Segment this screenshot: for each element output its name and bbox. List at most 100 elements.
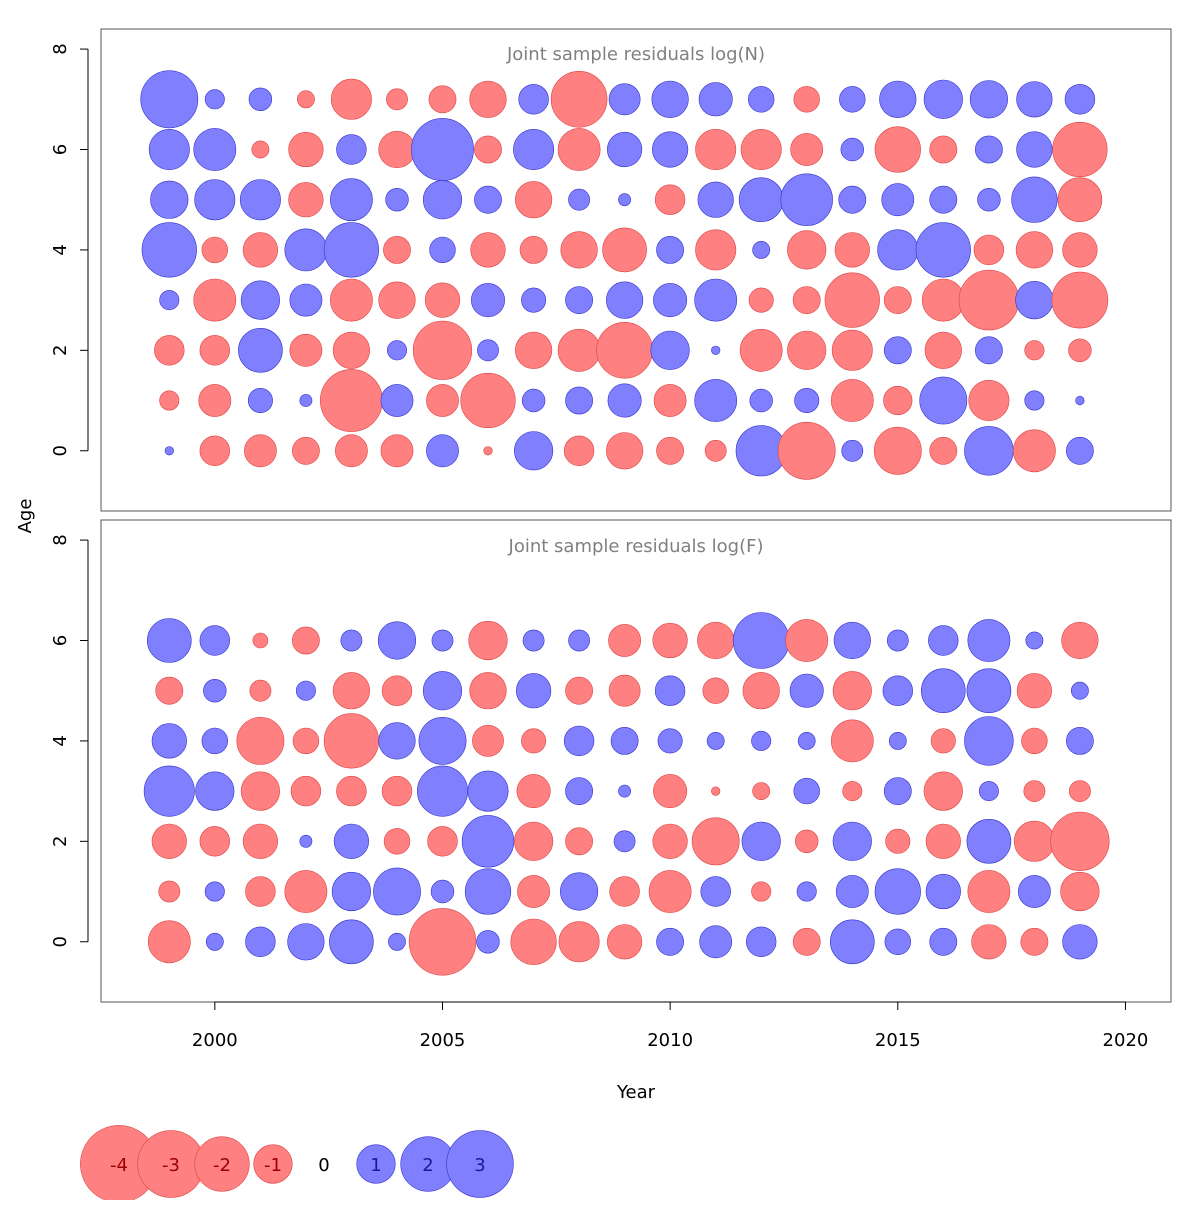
bubble-2018-age2 [1013, 820, 1055, 862]
bubble-1999-age2 [154, 335, 185, 366]
bubble-2013-age4 [797, 732, 816, 750]
bubble-2009-age4 [602, 227, 647, 273]
bubble-2001-age2 [238, 327, 283, 373]
bubble-2018-age3 [1023, 780, 1046, 803]
bubble-2014-age4 [834, 232, 870, 268]
bubble-2007-age0 [510, 918, 557, 965]
legend-item: -1 [253, 1144, 293, 1184]
bubble-2016-age6 [929, 135, 958, 164]
bubble-2004-age4 [378, 722, 416, 760]
bubble-2012-age5 [742, 672, 780, 710]
bubble-2002-age2 [299, 834, 313, 848]
legend-label: 2 [422, 1155, 433, 1176]
bubble-2006-age1 [460, 372, 516, 429]
bubble-2009-age3 [605, 281, 644, 319]
bubble-2011-age4 [706, 732, 725, 750]
bubble-2002-age2 [289, 333, 323, 367]
y-axis-title: Age [15, 499, 36, 534]
bubble-2011-age1 [694, 379, 738, 422]
bubble-2011-age3 [711, 786, 721, 796]
bubble-2010-age7 [651, 80, 689, 118]
bubble-2017-age3 [978, 781, 999, 802]
bubble-2017-age7 [969, 80, 1009, 119]
bubble-2009-age1 [609, 876, 640, 907]
bubble-2016-age0 [929, 927, 958, 956]
bubble-2016-age2 [924, 331, 962, 369]
bubble-2005-age2 [412, 320, 473, 380]
bubble-2002-age0 [287, 923, 325, 961]
bubble-2002-age5 [288, 182, 324, 218]
bubble-2014-age0 [841, 439, 864, 462]
bubble-2004-age0 [380, 434, 414, 468]
bubble-2008-age5 [568, 188, 591, 211]
bubble-2005-age0 [426, 434, 459, 468]
bubble-2014-age2 [831, 329, 873, 371]
bubble-2008-age4 [563, 725, 595, 757]
bubble-2010-age6 [651, 131, 689, 168]
bubble-2014-age2 [832, 821, 872, 861]
bubble-1999-age0 [147, 920, 191, 964]
bubble-2008-age2 [557, 328, 601, 372]
bubble-2003-age6 [336, 134, 367, 165]
bubble-2017-age6 [967, 619, 1011, 662]
bubble-2016-age1 [925, 873, 961, 910]
bubble-2014-age1 [835, 875, 869, 908]
bubble-2017-age4 [964, 716, 1014, 766]
bubble-2019-age2 [1068, 338, 1092, 362]
bubble-2018-age5 [1016, 673, 1053, 709]
legend-label: 1 [370, 1155, 381, 1176]
bubble-2012-age3 [752, 782, 771, 801]
bubble-2012-age4 [751, 730, 772, 751]
bubble-2011-age5 [702, 677, 729, 704]
bubble-1999-age1 [159, 390, 180, 411]
bubble-2010-age5 [654, 675, 686, 706]
bubble-2002-age4 [292, 727, 320, 755]
bubble-2005-age4 [429, 236, 456, 264]
bubble-2001-age3 [240, 280, 280, 320]
legend-label: -2 [213, 1155, 231, 1176]
bubble-2010-age0 [656, 927, 685, 956]
bubble-2000-age5 [203, 678, 227, 703]
bubble-2007-age3 [521, 287, 547, 313]
bubble-2008-age7 [550, 71, 608, 128]
bubble-2019-age3 [1069, 780, 1091, 803]
bubble-2013-age6 [790, 133, 824, 166]
bubble-2002-age4 [284, 228, 328, 272]
bubble-2004-age0 [388, 932, 406, 951]
bubble-1999-age0 [164, 446, 174, 456]
bubble-2003-age4 [323, 222, 380, 278]
bubble-2019-age7 [1064, 84, 1096, 115]
bubble-2012-age4 [752, 240, 771, 259]
bubble-2007-age5 [515, 673, 552, 709]
bubble-2005-age3 [424, 282, 461, 318]
y-tick-label: 8 [50, 43, 71, 54]
bubble-2006-age3 [470, 283, 505, 318]
bubble-2010-age4 [656, 235, 685, 264]
bubble-2013-age1 [794, 387, 820, 413]
bubble-2007-age4 [519, 235, 548, 264]
bubble-2012-age3 [748, 287, 774, 313]
panel-frame [100, 28, 1172, 512]
bubble-2004-age5 [385, 188, 409, 212]
y-tick-label: 4 [50, 735, 71, 746]
bubble-2002-age0 [291, 436, 320, 465]
bubble-2001-age5 [239, 179, 281, 221]
bubble-2014-age6 [840, 137, 864, 162]
bubble-1999-age2 [151, 823, 187, 859]
x-axis-title: Year [616, 1082, 656, 1103]
bubble-2006-age2 [461, 815, 515, 868]
y-tick-label: 8 [50, 534, 71, 545]
bubble-2006-age3 [467, 770, 509, 812]
bubble-2015-age1 [874, 868, 921, 915]
bubble-2001-age2 [242, 823, 278, 859]
bubble-2019-age2 [1050, 811, 1110, 871]
bubble-2002-age6 [288, 131, 324, 168]
bubble-2000-age7 [204, 89, 225, 110]
bubble-2011-age2 [711, 345, 721, 355]
bubble-2009-age3 [618, 784, 631, 798]
bubble-2016-age2 [925, 823, 961, 859]
bubble-2010-age3 [653, 283, 688, 318]
bubble-2001-age1 [245, 876, 276, 907]
bubble-2019-age5 [1057, 177, 1103, 222]
